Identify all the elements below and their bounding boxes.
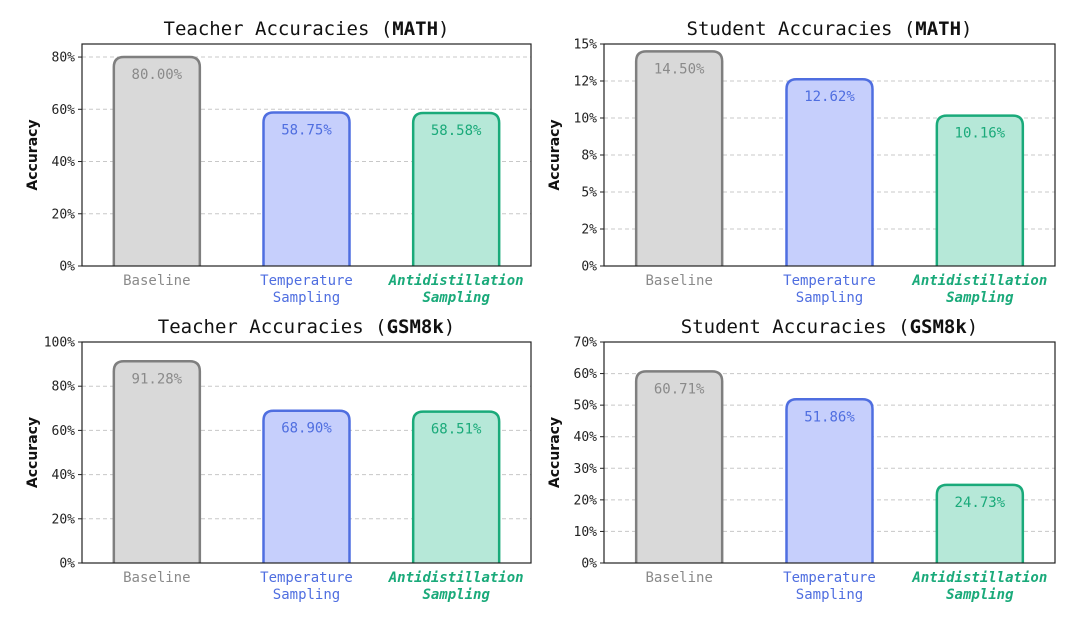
y-tick-label: 60%	[574, 367, 598, 382]
y-tick-label: 5%	[581, 186, 597, 201]
bar-1	[112, 360, 202, 563]
x-tick-label: Temperature	[783, 273, 876, 289]
x-tick-label: Baseline	[645, 273, 712, 289]
y-tick-label: 60%	[52, 103, 76, 118]
x-tick-label: Baseline	[645, 570, 712, 586]
y-tick-label: 50%	[574, 399, 598, 414]
y-tick-label: 40%	[52, 155, 76, 170]
plot-frame	[603, 43, 1056, 267]
y-axis-label: Accuracy	[547, 417, 563, 488]
y-tick-label: 15%	[574, 38, 598, 53]
plot-frame	[81, 43, 532, 267]
x-tick-label: Antidistillation	[388, 570, 524, 586]
x-tick-label: Sampling	[946, 290, 1014, 306]
x-tick-label: Sampling	[273, 587, 340, 603]
x-tick-label: Sampling	[946, 587, 1014, 603]
bar-1	[634, 50, 724, 266]
y-tick-label: 80%	[52, 51, 76, 66]
chart-title-part: Student Accuracies (	[687, 18, 916, 40]
y-tick-label: 12%	[574, 75, 598, 90]
bar-2	[262, 409, 351, 563]
chart-title-part: Teacher Accuracies (	[158, 316, 387, 338]
chart-title: Student Accuracies (GSM8k)	[681, 316, 978, 338]
data-label: 10.16%	[955, 126, 1006, 142]
chart-title-bold: MATH	[915, 18, 961, 40]
data-label: 24.73%	[955, 495, 1006, 511]
chart-title-bold: MATH	[392, 18, 438, 40]
chart-title-part: Teacher Accuracies (	[164, 18, 393, 40]
bar-1	[634, 370, 724, 563]
y-tick-label: 0%	[581, 260, 597, 275]
y-tick-label: 8%	[581, 149, 597, 164]
y-axis-label: Accuracy	[547, 119, 563, 190]
data-label: 60.71%	[654, 381, 705, 397]
x-tick-label: Antidistillation	[911, 273, 1047, 289]
plot-frame	[81, 341, 532, 564]
chart-title: Teacher Accuracies (MATH)	[164, 18, 450, 40]
chart-title-part: Student Accuracies (	[681, 316, 910, 338]
y-tick-label: 20%	[52, 207, 76, 222]
y-tick-label: 40%	[574, 430, 598, 445]
data-label: 58.75%	[281, 123, 332, 139]
chart-title-end: )	[444, 316, 455, 338]
data-label: 91.28%	[132, 371, 183, 387]
y-tick-label: 0%	[581, 557, 597, 572]
y-tick-label: 10%	[574, 112, 598, 127]
plot-frame	[603, 341, 1056, 564]
x-tick-label: Sampling	[273, 290, 340, 306]
x-tick-label: Sampling	[796, 587, 863, 603]
bar-2	[785, 398, 874, 563]
chart-title: Teacher Accuracies (GSM8k)	[158, 316, 455, 338]
chart-2: Student Accuracies (MATH) 0% 2% 5% 8% 10% 12% 1…	[547, 18, 1056, 306]
data-label: 12.62%	[804, 89, 855, 105]
x-tick-label: Baseline	[123, 570, 190, 586]
bar-3	[411, 410, 501, 563]
data-label: 68.51%	[431, 422, 482, 438]
bar-3	[935, 483, 1025, 563]
x-tick-label: Temperature	[260, 273, 353, 289]
bar-1	[112, 55, 202, 266]
chart-1: Teacher Accuracies (MATH) 0% 20% 40% 60% 80% A…	[25, 18, 532, 306]
y-tick-label: 20%	[574, 493, 598, 508]
bar-2	[262, 111, 351, 266]
bar-3	[411, 111, 501, 266]
y-tick-label: 80%	[52, 380, 76, 395]
data-label: 68.90%	[281, 421, 332, 437]
x-tick-label: Sampling	[796, 290, 863, 306]
y-tick-label: 0%	[59, 557, 75, 572]
y-axis-label: Accuracy	[25, 417, 41, 488]
x-tick-label: Temperature	[783, 570, 876, 586]
x-tick-label: Sampling	[422, 587, 490, 603]
bar-3	[935, 114, 1025, 266]
chart-title-end: )	[438, 18, 449, 40]
chart-4: Student Accuracies (GSM8k) 0% 10% 20% 30% 40%…	[547, 316, 1056, 603]
y-tick-label: 40%	[52, 468, 76, 483]
y-tick-label: 70%	[574, 336, 598, 351]
x-tick-label: Antidistillation	[388, 273, 524, 289]
y-axis-label: Accuracy	[25, 119, 41, 190]
y-tick-label: 30%	[574, 462, 598, 477]
x-tick-label: Temperature	[260, 570, 353, 586]
chart-title-end: )	[961, 18, 972, 40]
y-tick-label: 10%	[574, 525, 598, 540]
chart-title-bold: GSM8k	[387, 316, 445, 338]
data-label: 14.50%	[654, 61, 705, 77]
y-tick-label: 60%	[52, 424, 76, 439]
y-tick-label: 2%	[581, 223, 597, 238]
chart-title-bold: GSM8k	[910, 316, 968, 338]
y-tick-label: 100%	[44, 336, 75, 351]
chart-title-end: )	[967, 316, 978, 338]
chart-title: Student Accuracies (MATH)	[687, 18, 973, 40]
y-tick-label: 0%	[59, 260, 75, 275]
x-tick-label: Baseline	[123, 273, 190, 289]
data-label: 58.58%	[431, 123, 482, 139]
y-tick-label: 20%	[52, 512, 76, 527]
data-label: 80.00%	[132, 67, 183, 83]
chart-3: Teacher Accuracies (GSM8k) 0% 20% 40% 60% 80%…	[25, 316, 532, 603]
x-tick-label: Antidistillation	[911, 570, 1047, 586]
bar-2	[785, 77, 874, 266]
data-label: 51.86%	[804, 409, 855, 425]
x-tick-label: Sampling	[422, 290, 490, 306]
